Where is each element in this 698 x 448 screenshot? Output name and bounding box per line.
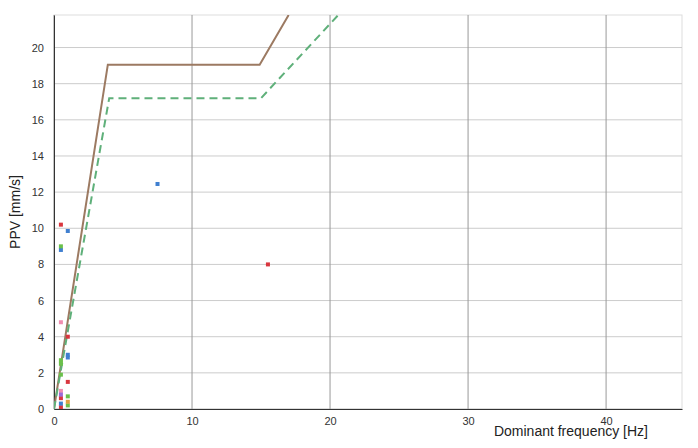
tick: 10	[186, 409, 198, 427]
grid-line	[54, 15, 55, 409]
tick-label: 30	[462, 415, 474, 427]
point	[66, 355, 70, 359]
tick: 6	[38, 295, 54, 307]
tick: 12	[32, 186, 54, 198]
tick: 0	[51, 409, 57, 427]
x-axis-title: Dominant frequency [Hz]	[494, 423, 648, 439]
axis-line	[55, 409, 683, 410]
grid-line	[468, 15, 469, 409]
grid-line	[54, 155, 682, 156]
data-area	[54, 15, 338, 409]
grid-line	[192, 15, 193, 409]
grid-line	[54, 409, 682, 410]
y-axis-title: PPV [mm/s]	[7, 175, 23, 249]
tick-label: 6	[38, 295, 44, 307]
tick-label: 10	[186, 415, 198, 427]
tick-label: 4	[38, 331, 44, 343]
point	[66, 335, 70, 339]
point	[59, 405, 63, 409]
point	[59, 389, 63, 393]
point	[59, 223, 63, 227]
point	[59, 362, 63, 366]
grid-line	[54, 300, 682, 301]
tick-label: 18	[32, 78, 44, 90]
tick: 2	[38, 367, 54, 379]
chart: 01020304002468101214161820Dominant frequ…	[0, 0, 698, 448]
tick-label: 2	[38, 367, 44, 379]
point	[59, 244, 63, 248]
tick-label: 16	[32, 114, 44, 126]
grid-line	[54, 336, 682, 337]
grid-line	[54, 264, 682, 265]
tick: 10	[32, 222, 54, 234]
limit-line	[54, 15, 338, 409]
tick-label: 0	[51, 415, 57, 427]
point	[66, 394, 70, 398]
tick: 20	[324, 409, 336, 427]
point	[59, 393, 63, 397]
grid-line	[54, 119, 682, 120]
tick: 4	[38, 331, 54, 343]
point	[59, 396, 63, 400]
grid-line	[606, 15, 607, 409]
tick: 8	[38, 258, 54, 270]
point	[66, 403, 70, 407]
point	[66, 380, 70, 384]
axis-line	[54, 16, 55, 410]
tick-label: 20	[324, 415, 336, 427]
tick-label: 8	[38, 258, 44, 270]
point	[59, 248, 63, 252]
plot-frame	[54, 15, 682, 409]
tick: 20	[32, 42, 54, 54]
tick: 18	[32, 78, 54, 90]
grid-line	[54, 47, 682, 48]
tick-label: 14	[32, 150, 44, 162]
tick: 14	[32, 150, 54, 162]
tick-label: 20	[32, 42, 44, 54]
tick: 30	[462, 409, 474, 427]
grid	[54, 15, 682, 409]
point	[66, 229, 70, 233]
point	[59, 358, 63, 362]
tick-label: 0	[38, 403, 44, 415]
point	[59, 320, 63, 324]
grid-line	[54, 228, 682, 229]
tick: 16	[32, 114, 54, 126]
grid-line	[54, 192, 682, 193]
grid-line	[54, 83, 682, 84]
y-axis: 0 2 4 6 8 10 12 14 16 18 20	[32, 16, 55, 416]
plot: 0 10 20 30 4 00 2 4 6 8 10 12 14 16 18 20	[32, 15, 683, 427]
point	[59, 373, 63, 377]
tick-label: 12	[32, 186, 44, 198]
point	[59, 402, 63, 406]
tick-label: 10	[32, 222, 44, 234]
point	[66, 400, 70, 404]
grid-line	[330, 15, 331, 409]
tick: 0	[38, 403, 54, 415]
point	[266, 262, 270, 266]
point	[156, 182, 160, 186]
grid-line	[54, 372, 682, 373]
